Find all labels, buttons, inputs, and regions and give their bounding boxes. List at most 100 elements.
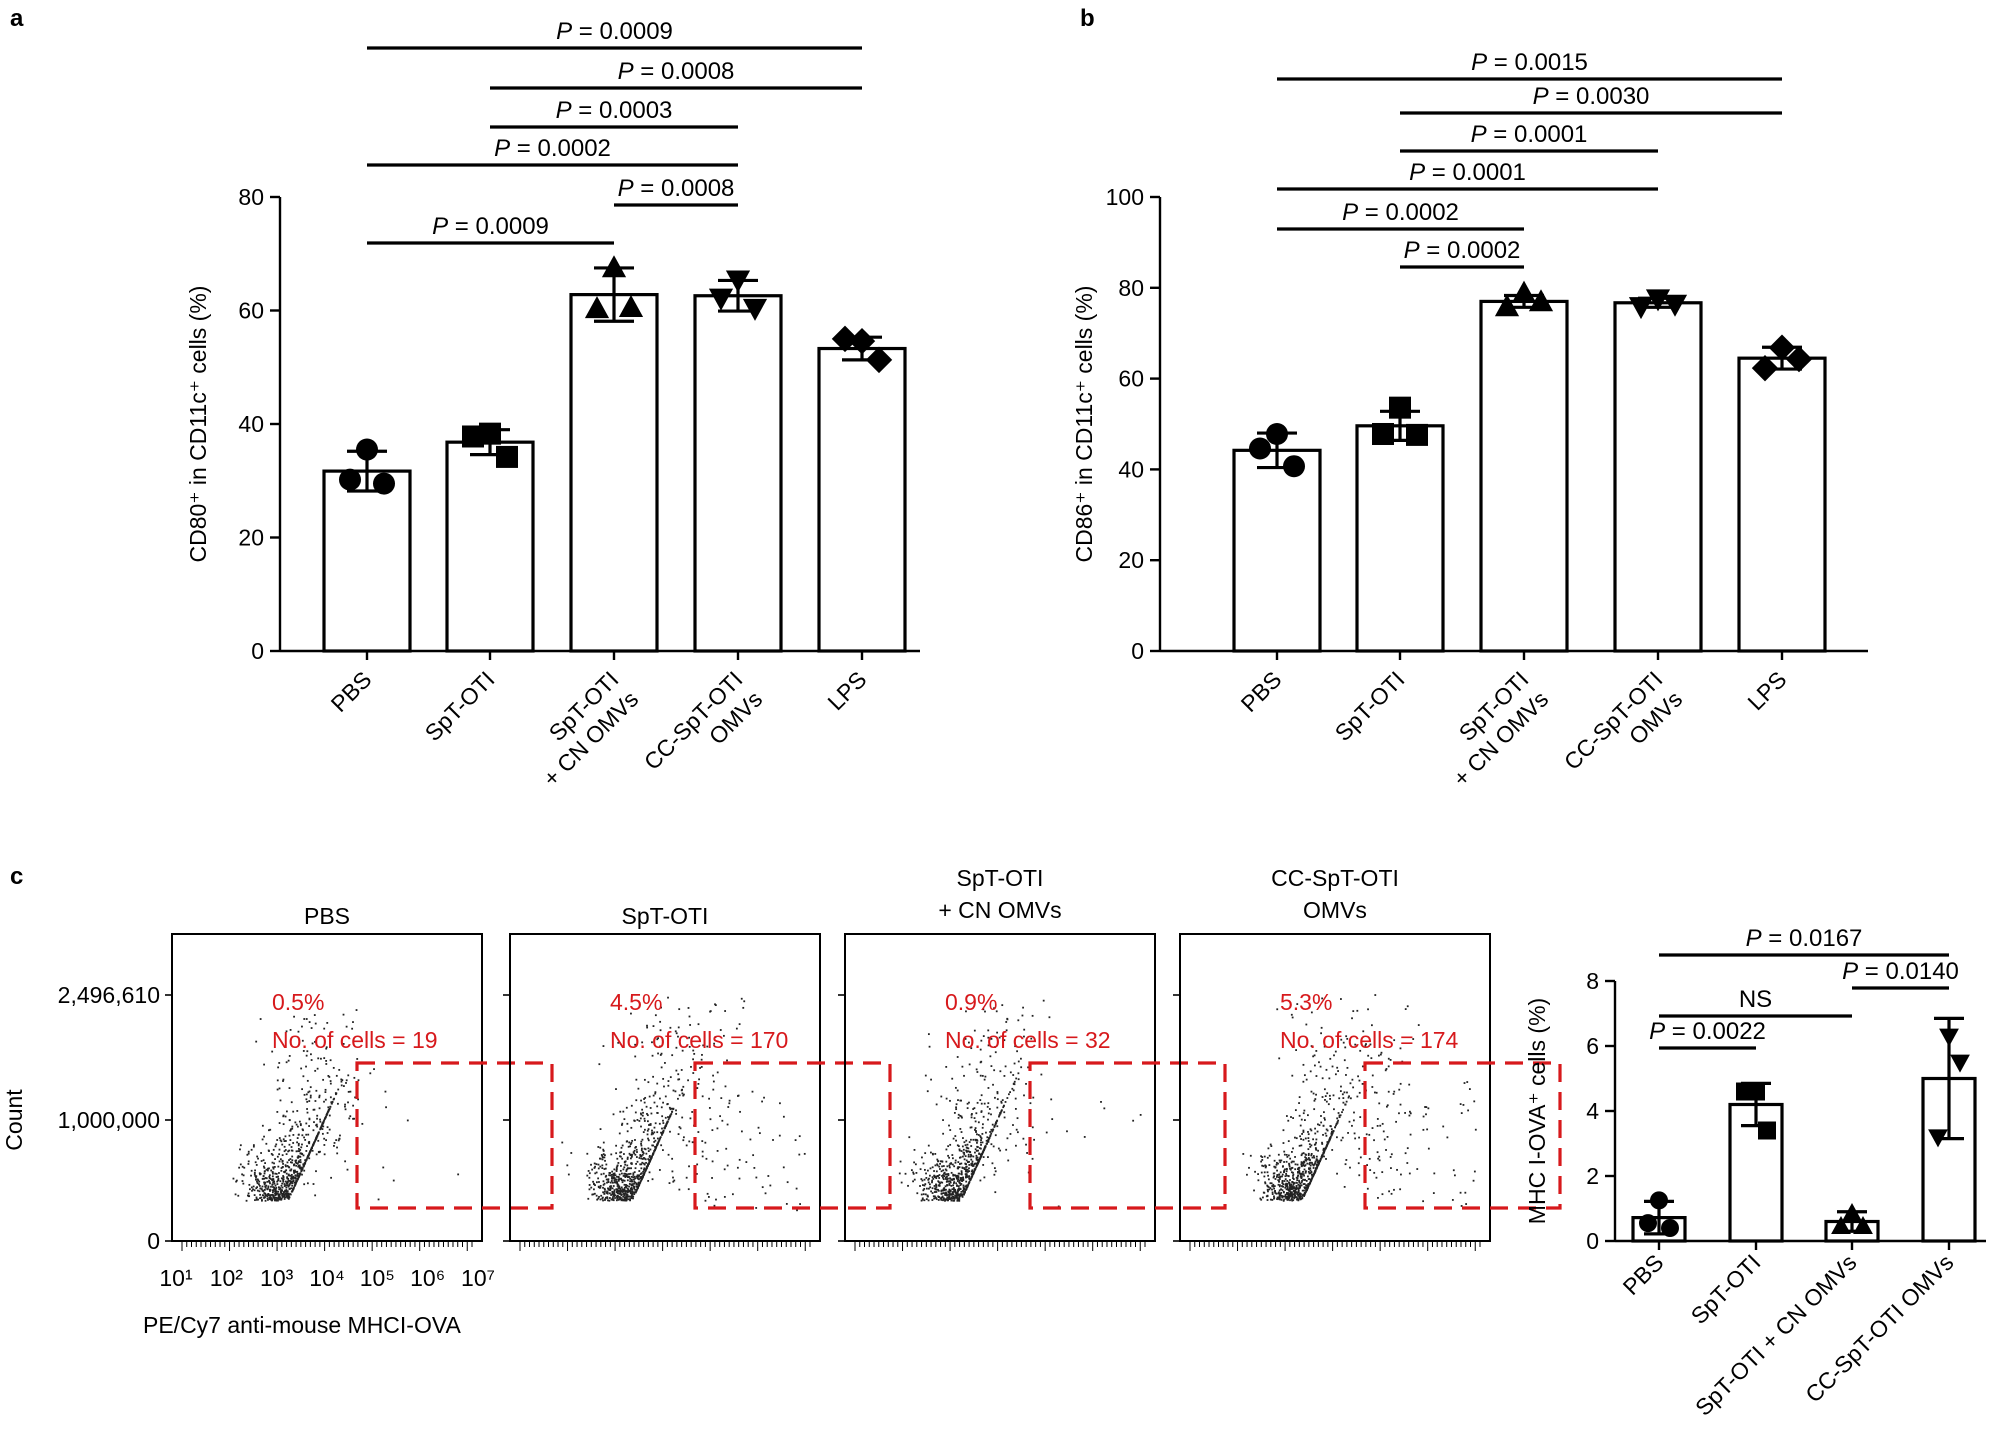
event-dot [635,1078,638,1081]
event-dot [1262,1196,1264,1199]
event-dot [963,1141,966,1144]
event-dot [623,1166,626,1169]
event-dot [1389,1059,1392,1061]
event-dot [609,1192,611,1195]
event-dot [626,1158,629,1160]
data-point [1853,1216,1873,1235]
event-dot [704,1141,707,1144]
event-dot [1288,1193,1291,1196]
event-dot [942,1169,945,1172]
event-dot [625,1175,628,1178]
event-dot [1012,1074,1015,1076]
event-dot [1257,1173,1259,1176]
event-dot [947,1173,950,1175]
event-dot [1332,1130,1334,1133]
event-dot [302,1129,304,1132]
event-dot [934,1153,937,1155]
event-dot [290,1128,292,1131]
event-dot [956,1144,959,1147]
p-value-label: P = 0.0001 [1409,159,1526,186]
event-dot [1314,1160,1317,1163]
event-dot [597,1163,600,1166]
event-dot [650,1112,653,1115]
event-dot [629,1195,631,1198]
event-dot [263,1063,265,1066]
event-dot [1463,1082,1466,1084]
event-dot [702,1044,705,1047]
event-dot [948,1156,951,1159]
event-dot [601,1156,604,1159]
event-dot [619,1110,622,1113]
event-dot [947,1177,949,1180]
event-dot [955,1194,957,1197]
event-dot [1365,1043,1367,1045]
event-dot [1298,1102,1300,1104]
event-dot [653,1137,655,1140]
event-dot [957,1161,960,1164]
event-dot [263,1183,266,1186]
event-dot [996,1098,999,1101]
event-dot [975,1138,978,1141]
event-dot [357,1098,359,1101]
event-dot [920,1178,923,1180]
event-dot [616,1196,618,1199]
event-dot [312,1183,315,1185]
event-dot [587,1197,590,1200]
event-dot [323,1137,326,1140]
event-dot [1408,1172,1411,1175]
event-dot [972,1165,975,1167]
event-dot [643,1167,646,1170]
event-dot [1008,1093,1010,1096]
event-dot [290,1168,293,1171]
event-dot [1312,1155,1315,1157]
event-dot [1009,1071,1012,1074]
event-dot [946,1184,948,1186]
event-dot [1342,1041,1345,1044]
event-dot [1294,1190,1296,1193]
event-dot [300,1170,303,1172]
event-dot [935,1198,938,1201]
event-dot [912,1180,914,1183]
event-dot [257,1179,260,1182]
event-dot [966,1102,969,1105]
event-dot [626,1184,629,1187]
event-dot [927,1199,930,1202]
event-dot [1325,1128,1328,1131]
event-dot [290,1101,293,1104]
event-dot [1285,1170,1288,1173]
event-dot [273,1180,276,1183]
event-dot [1282,1195,1285,1198]
event-dot [950,1199,953,1202]
event-dot [651,1129,653,1132]
event-dot [961,1145,964,1148]
event-dot [610,1185,612,1187]
event-dot [303,1093,306,1096]
event-dot [674,1030,677,1033]
event-dot [1341,1111,1343,1114]
event-dot [271,1161,274,1164]
event-dot [724,1085,727,1088]
event-dot [1315,1163,1318,1166]
event-dot [1292,1117,1294,1119]
event-dot [315,1170,317,1173]
event-dot [636,1160,639,1163]
event-dot [1290,1171,1293,1174]
event-dot [954,1135,957,1137]
event-dot [681,1049,684,1052]
event-dot [314,1040,317,1043]
event-dot [282,1178,284,1181]
bar [569,293,659,653]
event-dot [291,1159,294,1162]
event-dot [643,1162,645,1165]
event-dot [667,1084,670,1087]
event-dot [272,1178,275,1181]
event-dot [954,1189,957,1192]
gate-box [1363,1061,1562,1210]
event-dot [274,1192,276,1195]
event-dot [1460,1112,1463,1115]
event-dot [959,1128,962,1130]
event-dot [957,1189,960,1192]
event-dot [292,1110,295,1113]
event-dot [265,1184,268,1187]
event-dot [294,1171,297,1173]
